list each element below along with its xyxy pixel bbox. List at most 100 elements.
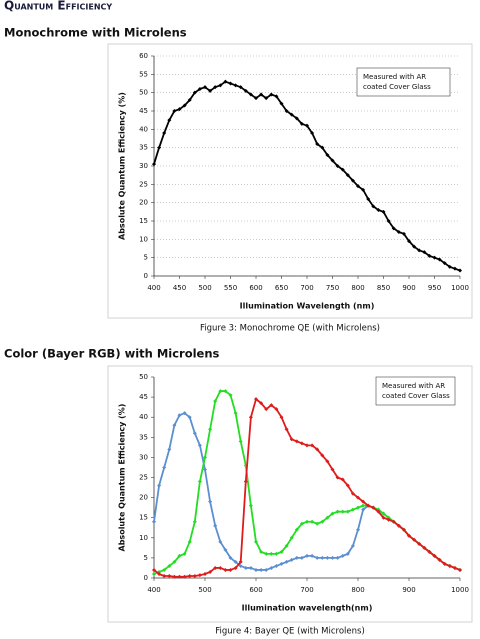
data-point — [157, 571, 162, 576]
data-point — [432, 553, 437, 558]
y-tick-label: 30 — [139, 453, 148, 461]
data-point — [412, 244, 417, 249]
data-point — [192, 90, 197, 95]
x-tick-label: 800 — [351, 586, 364, 594]
data-point — [391, 226, 396, 231]
data-point — [172, 423, 177, 428]
data-point — [284, 109, 289, 113]
data-point — [452, 266, 457, 271]
data-point — [315, 142, 320, 146]
data-point — [187, 539, 192, 544]
data-point — [213, 399, 218, 404]
y-tick-label: 35 — [139, 144, 148, 152]
data-point — [192, 519, 197, 524]
data-point — [264, 551, 269, 556]
data-point — [177, 553, 182, 558]
y-tick-label: 0 — [144, 574, 148, 582]
y-tick-label: 55 — [139, 70, 148, 78]
y-axis-label: Absolute Quantum Efficiency (%) — [118, 404, 127, 552]
x-tick-label: 550 — [224, 284, 237, 292]
data-point — [233, 559, 238, 564]
x-tick-label: 500 — [198, 586, 211, 594]
data-point — [315, 447, 320, 452]
data-point — [218, 565, 223, 570]
data-point — [325, 153, 330, 157]
data-point — [197, 573, 202, 578]
data-point — [294, 439, 299, 444]
data-point — [218, 389, 223, 394]
data-point — [208, 569, 213, 574]
y-tick-label: 20 — [139, 199, 148, 207]
data-line — [153, 80, 461, 272]
data-point — [167, 563, 172, 568]
y-tick-label: 40 — [139, 413, 148, 421]
data-point — [371, 505, 376, 510]
annotation-box — [356, 67, 451, 97]
data-point — [391, 519, 396, 524]
data-point — [401, 231, 406, 236]
data-point — [152, 519, 156, 524]
data-point — [157, 483, 162, 488]
data-point — [396, 230, 401, 234]
data-point — [320, 555, 325, 560]
data-point — [274, 94, 279, 99]
data-point — [401, 527, 406, 532]
data-point — [223, 79, 228, 84]
data-point — [340, 167, 345, 172]
x-tick-label: 500 — [198, 284, 211, 292]
data-point — [345, 551, 350, 556]
data-point — [192, 431, 197, 436]
data-point — [452, 565, 457, 570]
data-point — [412, 537, 417, 542]
data-point — [325, 459, 330, 464]
data-point — [203, 467, 207, 472]
page-title: Quantum Efficiency — [4, 0, 112, 13]
data-point — [407, 239, 411, 244]
annotation-text: coated Cover Glass — [363, 83, 431, 91]
data-point — [350, 491, 355, 496]
data-point — [233, 83, 238, 88]
data-point — [162, 131, 167, 135]
data-point — [330, 158, 335, 163]
data-point — [442, 261, 447, 266]
data-point — [417, 541, 422, 546]
data-point — [386, 517, 391, 522]
data-point — [315, 555, 320, 560]
data-point — [289, 112, 294, 117]
data-point — [187, 98, 192, 102]
data-point — [371, 204, 376, 209]
y-tick-label: 20 — [139, 494, 148, 502]
data-point — [187, 415, 192, 420]
data-point — [269, 403, 274, 408]
x-axis-label: Illumination wavelength(nm) — [242, 604, 373, 613]
data-point — [458, 567, 462, 572]
data-point — [269, 92, 274, 97]
data-point — [335, 475, 340, 480]
data-point — [305, 519, 309, 524]
x-tick-label: 600 — [249, 586, 262, 594]
data-point — [243, 88, 248, 93]
data-point — [213, 565, 218, 570]
x-tick-label: 800 — [351, 284, 364, 292]
y-tick-label: 5 — [144, 254, 148, 262]
data-point — [442, 561, 447, 566]
data-point — [340, 509, 345, 514]
data-point — [218, 83, 223, 88]
data-point — [228, 555, 233, 560]
y-tick-label: 45 — [139, 107, 148, 115]
data-point — [325, 515, 330, 520]
y-tick-label: 35 — [139, 433, 148, 441]
data-point — [294, 527, 299, 532]
data-point — [254, 539, 258, 544]
data-point — [350, 507, 355, 512]
data-point — [197, 87, 202, 91]
data-point — [396, 523, 401, 528]
x-tick-label: 750 — [326, 284, 339, 292]
data-point — [279, 549, 284, 554]
y-tick-label: 15 — [139, 217, 148, 225]
data-point — [386, 219, 391, 223]
data-point — [228, 81, 233, 86]
data-point — [233, 565, 238, 570]
data-point — [208, 88, 213, 93]
data-point — [274, 551, 279, 556]
